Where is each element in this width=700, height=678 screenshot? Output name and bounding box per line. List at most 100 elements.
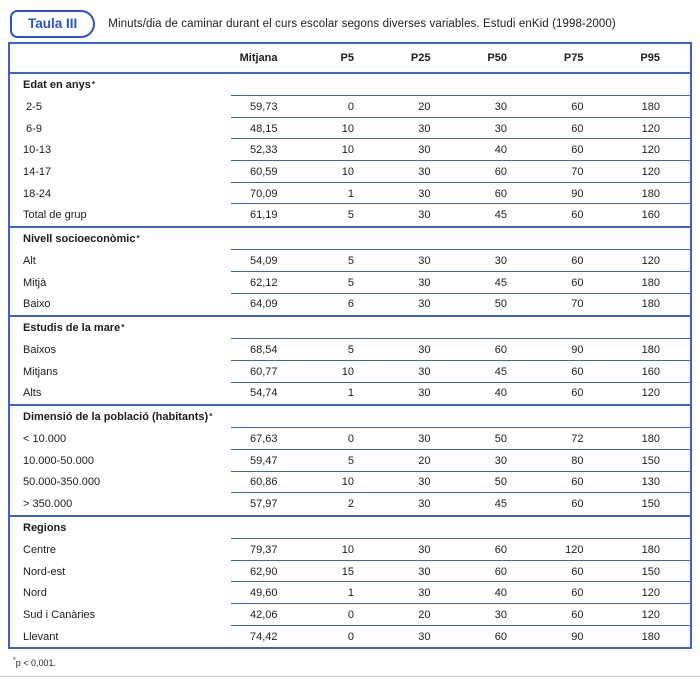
table-section: Estudis de la mare * Baixos 68,54 5 30 60 90 180… [10,315,690,404]
row-label: 18-24 [23,187,52,200]
value-cell: 30 [418,498,431,511]
value-cell: 10 [341,365,354,378]
value-cell: 30 [418,165,431,178]
column-header-p95: P95 [640,52,660,64]
value-cell: 60 [494,344,507,357]
value-cell: 60,59 [249,165,278,178]
value-cell: 42,06 [249,608,278,621]
section-header: Edat en anys * [23,79,95,91]
value-cell: 0 [347,630,354,643]
value-cell: 30 [418,209,431,222]
value-cell: 1 [347,587,354,600]
table-row: 50.000-350.000 60,86 10 30 50 60 130 [10,470,690,494]
value-cell: 30 [418,365,431,378]
footnote-marker: * [13,657,16,665]
row-label: 50.000-350.000 [23,476,101,489]
page-bottom-rule [0,676,700,677]
value-cell: 30 [494,454,507,467]
value-cell: 50 [494,476,507,489]
value-cell: 60 [494,630,507,643]
table-section: Dimensió de la població (habitants) * < 10… [10,404,690,515]
row-label: 10.000-50.000 [23,454,94,467]
value-cell: 80 [571,454,584,467]
table-sections: Edat en anys * 2-5 59,73 0 20 30 60 180 6-9 48,1… [10,74,690,647]
value-cell: 30 [494,608,507,621]
row-label: 6-9 [23,122,42,135]
value-cell: 5 [347,209,354,222]
section-title: Edat en anys [23,79,91,91]
value-cell: 60 [494,187,507,200]
value-cell: 70,09 [249,187,278,200]
row-label: Alt [23,254,36,267]
value-cell: 45 [494,276,507,289]
value-cell: 50 [494,433,507,446]
section-title: Dimensió de la població (habitants) [23,411,209,424]
value-cell: 160 [641,365,660,378]
row-label: Alts [23,387,42,400]
value-cell: 60 [494,165,507,178]
table-row: 10-13 52,33 10 30 40 60 120 [10,138,690,161]
value-cell: 90 [571,187,584,200]
value-cell: 15 [341,565,354,578]
column-header-mitjana: Mitjana [239,52,278,64]
value-cell: 180 [641,100,660,113]
column-header-p5: P5 [340,52,354,64]
table-title: Minuts/dia de caminar durant el curs esc… [108,18,616,30]
value-cell: 59,47 [249,454,278,467]
value-cell: 72 [571,433,584,446]
value-cell: 54,74 [249,387,278,400]
table-row: < 10.000 67,63 0 30 50 72 180 [10,427,690,450]
value-cell: 90 [571,630,584,643]
row-label: Baixo [23,298,51,311]
table-row: Baixo 64,09 6 30 50 70 180 [10,292,690,316]
value-cell: 5 [347,454,354,467]
table-section: Edat en anys * 2-5 59,73 0 20 30 60 180 6-9 48,1… [10,74,690,226]
value-cell: 60 [571,498,584,511]
column-header-p75: P75 [563,52,584,64]
table-row: Baixos 68,54 5 30 60 90 180 [10,338,690,361]
value-cell: 10 [341,144,354,157]
value-cell: 150 [641,498,660,511]
value-cell: 60 [571,476,584,489]
value-cell: 74,42 [249,630,278,643]
value-cell: 52,33 [249,144,278,157]
value-cell: 57,97 [249,498,278,511]
table-caption-bar: Taula III Minuts/dia de caminar durant e… [10,10,688,38]
table-row: Nord 49,60 1 30 40 60 120 [10,581,690,604]
column-header-p25: P25 [410,52,431,64]
row-label: 10-13 [23,144,52,157]
table-row: Sud i Canàries 42,06 0 20 30 60 120 [10,603,690,626]
value-cell: 5 [347,254,354,267]
value-cell: 10 [341,122,354,135]
value-cell: 0 [347,100,354,113]
value-cell: 62,12 [249,276,278,289]
table-row: > 350.000 57,97 2 30 45 60 150 [10,492,690,515]
table-row: 6-9 48,15 10 30 30 60 120 [10,116,690,140]
value-cell: 60 [571,608,584,621]
value-cell: 90 [571,344,584,357]
value-cell: 180 [641,433,660,446]
row-label: Nord [23,587,47,600]
value-cell: 50 [494,298,507,311]
value-cell: 59,73 [249,100,278,113]
value-cell: 10 [341,543,354,556]
value-cell: 30 [494,122,507,135]
value-cell: 30 [494,100,507,113]
table-section: Nivell socioeconòmic * Alt 54,09 5 30 30 60 120 M… [10,226,690,315]
value-cell: 180 [641,543,660,556]
value-cell: 30 [418,630,431,643]
value-cell: 40 [494,144,507,157]
value-cell: 20 [418,608,431,621]
table-row: 14-17 60,59 10 30 60 70 120 [10,160,690,183]
value-cell: 60,77 [249,365,278,378]
table-row: Alt 54,09 5 30 30 60 120 [10,249,690,272]
row-label: Llevant [23,630,59,643]
value-cell: 20 [418,100,431,113]
value-cell: 30 [418,276,431,289]
value-cell: 60 [571,276,584,289]
page: { "colors": { "line_blue": "#3b61d2", "b… [0,10,700,678]
table-section: Regions Centre 79,37 10 30 60 120 180 Nord-est 62… [10,515,690,647]
value-cell: 30 [418,587,431,600]
value-cell: 30 [418,476,431,489]
value-cell: 0 [347,608,354,621]
